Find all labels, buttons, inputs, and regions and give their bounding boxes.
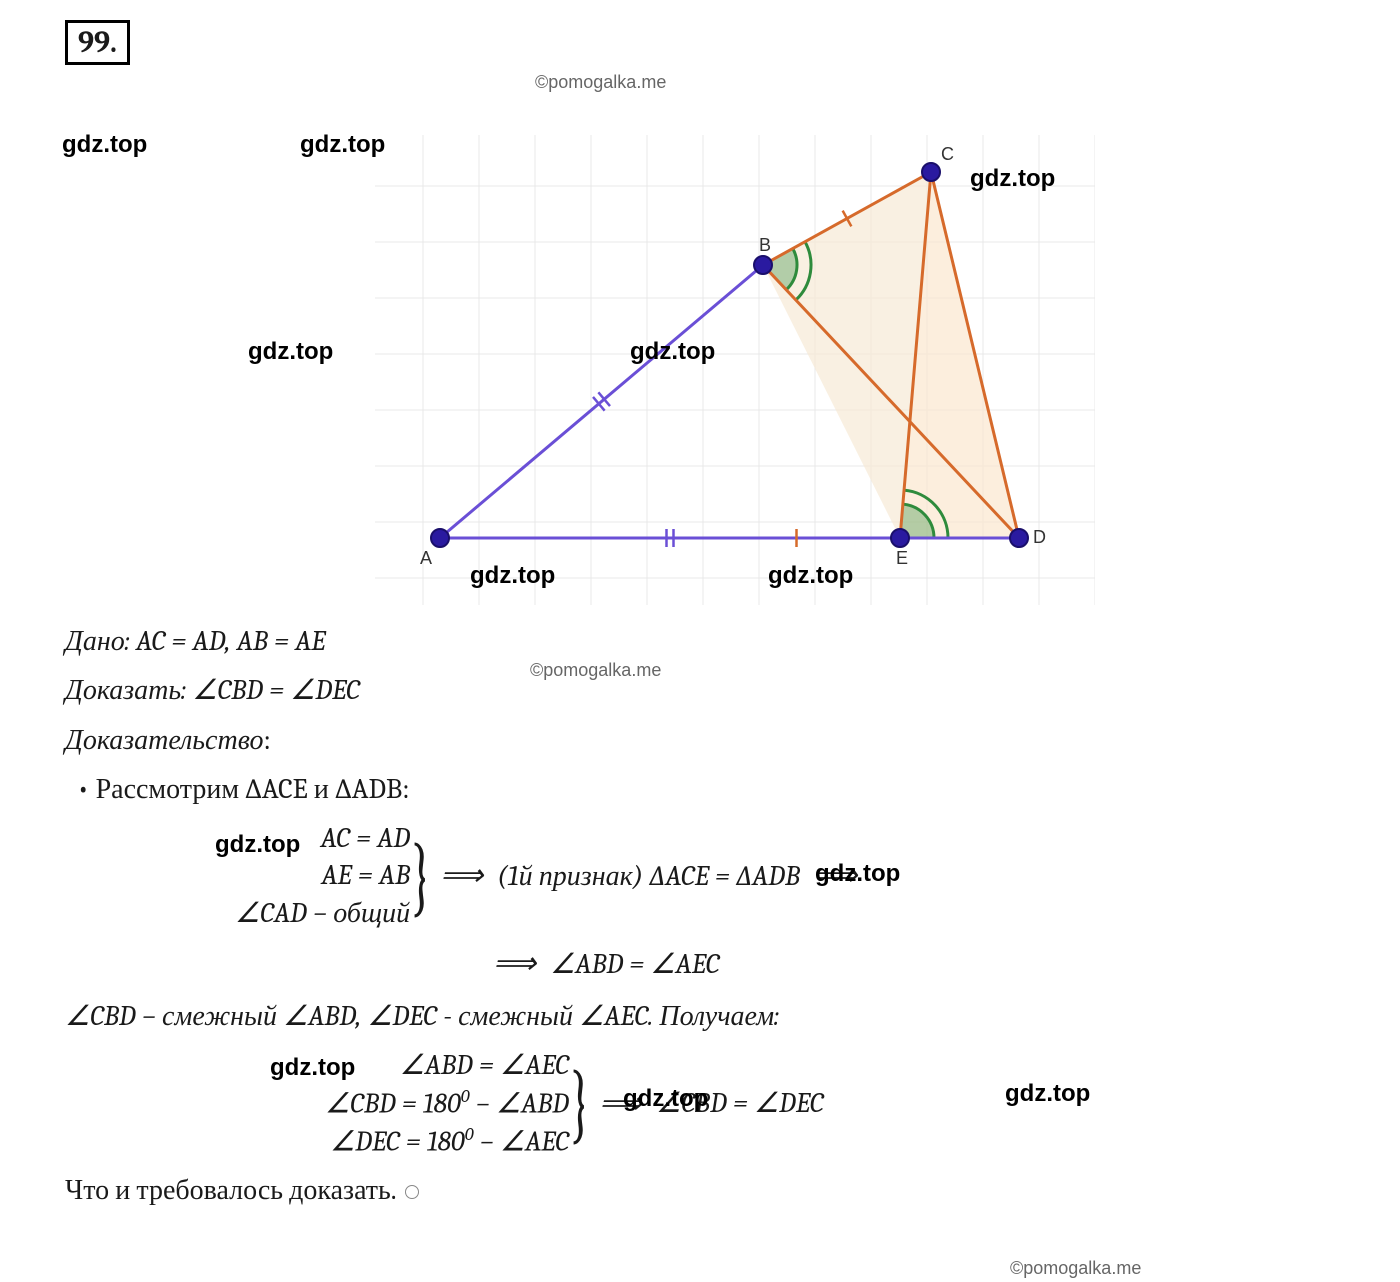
problem-number: 99. xyxy=(65,20,130,65)
watermark-source: ©pomogalka.me xyxy=(1010,1258,1141,1279)
proof-label: Доказательство xyxy=(65,724,263,756)
watermark-gdz: gdz.top xyxy=(62,131,147,159)
b2-l1: ∠ABD = ∠AEC xyxy=(400,1047,569,1085)
geometry-figure: A B C D E xyxy=(375,135,1095,605)
watermark-gdz: gdz.top xyxy=(630,338,715,366)
watermark-gdz: gdz.top xyxy=(215,831,300,859)
svg-text:D: D xyxy=(1033,527,1046,547)
given-label: Дано xyxy=(65,625,125,657)
watermark-gdz: gdz.top xyxy=(815,860,900,888)
implies-line: ⟹ ∠ABD = ∠AEC xyxy=(485,941,1325,988)
step-2: ∠CBD − смежный ∠ABD, ∠DEC - смежный ∠AEC… xyxy=(65,995,1325,1038)
given-text: : AC = AD, AB = AE xyxy=(125,625,326,657)
watermark-gdz: gdz.top xyxy=(470,562,555,590)
brace-icon: } xyxy=(570,1064,590,1143)
watermark-source: ©pomogalka.me xyxy=(530,660,661,681)
b1-l3: ∠CAD − общий xyxy=(235,895,410,933)
watermark-gdz: gdz.top xyxy=(1005,1080,1090,1108)
prove-label: Доказать xyxy=(65,674,181,706)
watermark-gdz: gdz.top xyxy=(768,562,853,590)
watermark-gdz: gdz.top xyxy=(270,1054,355,1082)
b1-rhs: (1й признак) ∆ACE = ∆ADB xyxy=(497,855,800,898)
svg-text:A: A xyxy=(420,548,432,568)
watermark-gdz: gdz.top xyxy=(248,338,333,366)
brace-group-1: AC = AD AE = AB ∠CAD − общий } ⟹ (1й при… xyxy=(235,820,1325,933)
b2-l3: ∠DEC = 1800 − ∠AEC xyxy=(330,1123,569,1161)
brace-group-2: ∠ABD = ∠AEC ∠CBD = 1800 − ∠ABD ∠DEC = 18… xyxy=(325,1047,1325,1161)
step-1: • Рассмотрим ∆ACE и ∆ADB: xyxy=(77,768,1325,811)
watermark-source: ©pomogalka.me xyxy=(535,72,666,93)
b1-l2: AE = AB xyxy=(321,857,410,895)
watermark-gdz: gdz.top xyxy=(300,131,385,159)
b1-l1: AC = AD xyxy=(321,820,411,858)
watermark-gdz: gdz.top xyxy=(623,1085,708,1113)
proof-text: Дано: AC = AD, AB = AE Доказать: ∠CBD = … xyxy=(65,620,1325,1218)
watermark-gdz: gdz.top xyxy=(970,165,1055,193)
prove-text: : ∠CBD = ∠DEC xyxy=(181,674,360,706)
implies-1: ⟹ xyxy=(440,853,483,900)
qed-circle-icon xyxy=(405,1185,419,1199)
b2-l2: ∠CBD = 1800 − ∠ABD xyxy=(325,1085,569,1123)
svg-text:E: E xyxy=(896,548,908,568)
svg-text:C: C xyxy=(941,144,954,164)
qed: Что и требовалось доказать. xyxy=(65,1169,1325,1212)
brace-icon: } xyxy=(411,837,431,916)
svg-text:B: B xyxy=(759,235,771,255)
